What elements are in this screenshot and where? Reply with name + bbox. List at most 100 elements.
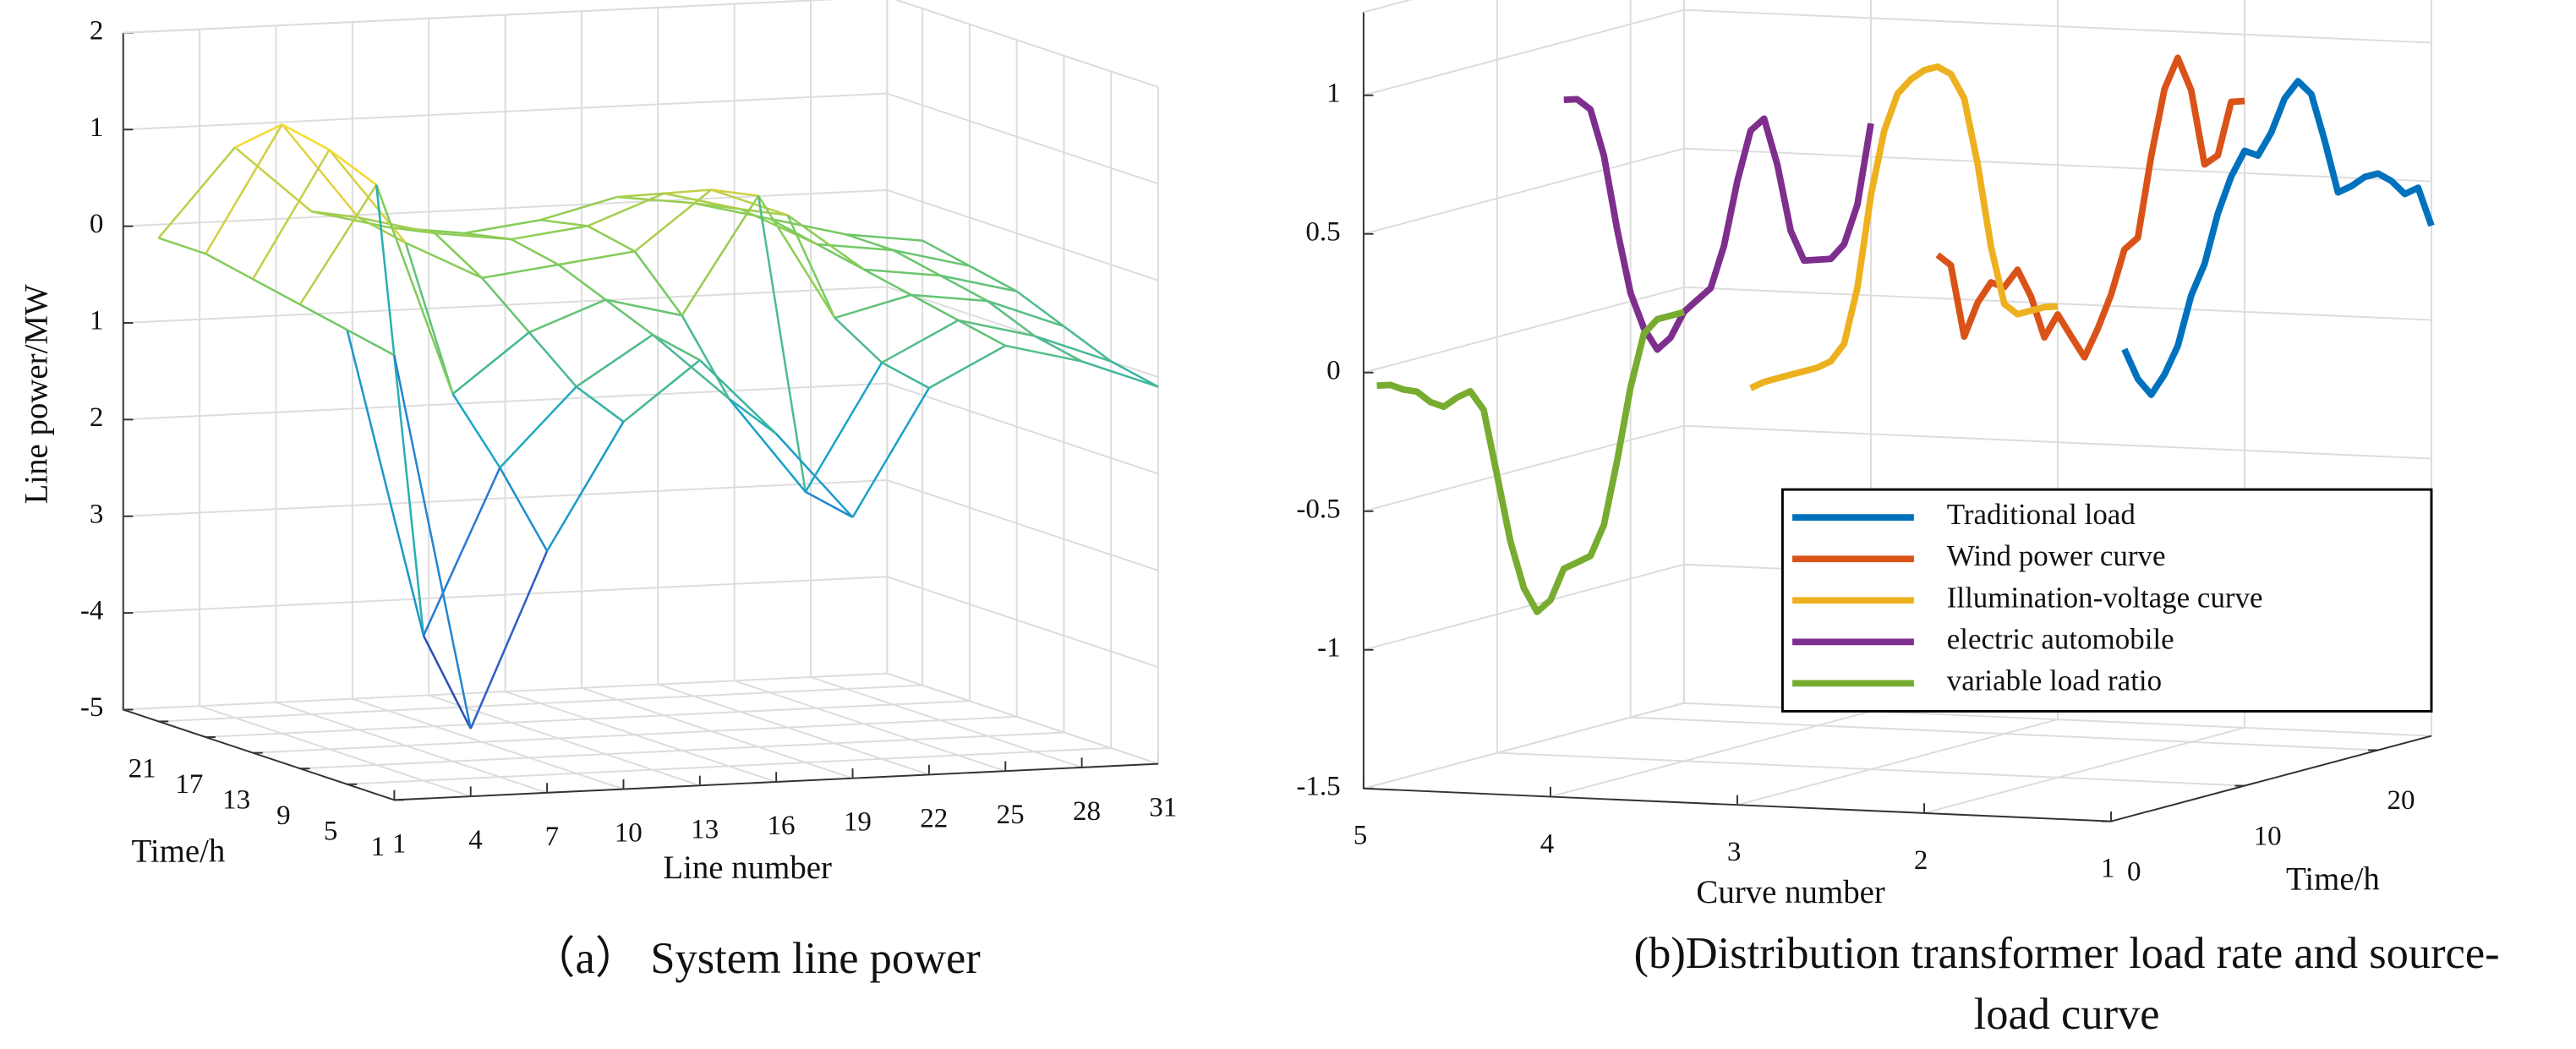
grid-line: [253, 40, 1018, 754]
caption: load curve: [1974, 990, 2160, 1039]
mesh-line: [958, 319, 1036, 337]
mesh-line: [893, 249, 971, 267]
mesh-line: [1005, 344, 1082, 363]
mesh-line: [528, 298, 606, 334]
grid-line: [351, 22, 624, 790]
mesh-line: [816, 243, 865, 270]
mesh-line: [605, 298, 682, 317]
mesh-line: [616, 195, 694, 205]
x-tick-label: 16: [768, 811, 796, 841]
z-tick-label: 0: [90, 209, 104, 239]
mesh-line: [911, 293, 988, 303]
mesh-line: [422, 467, 501, 637]
legend-label: Illumination-voltage curve: [1947, 581, 2263, 614]
mesh-line: [1063, 325, 1112, 363]
mesh-line: [205, 253, 254, 281]
mesh-line: [393, 355, 472, 729]
mesh-line: [1015, 290, 1065, 328]
grid-line: [1496, 0, 2245, 787]
x-axis-label: Line number: [663, 850, 832, 886]
z-tick-label: -5: [80, 692, 104, 723]
z-tick-label: 2: [90, 402, 104, 433]
grid-line: [1363, 0, 1685, 789]
grid-line: [1629, 0, 2378, 751]
mesh-line: [834, 293, 912, 320]
mesh-line: [804, 362, 883, 493]
grid-line: [657, 7, 930, 776]
grid-line: [886, 0, 1159, 765]
mesh-line: [834, 317, 883, 363]
mesh-line: [728, 397, 777, 435]
mesh-line: [405, 242, 483, 279]
series-line: [1749, 63, 2059, 391]
mesh-line: [728, 397, 807, 493]
mesh-line: [463, 218, 541, 235]
grid-line: [347, 71, 1113, 785]
mesh-line: [358, 216, 435, 235]
mesh-line: [451, 331, 530, 396]
x-tick-label: 19: [844, 807, 872, 838]
mesh-line: [710, 188, 789, 216]
z-tick-label: 0.5: [1305, 216, 1340, 247]
x-tick-label: 13: [691, 814, 719, 844]
mesh-line: [499, 385, 577, 469]
mesh-line: [281, 123, 360, 219]
grid-line: [123, 576, 1159, 669]
y-tick-label: 20: [2387, 785, 2415, 816]
mesh-line: [252, 149, 331, 280]
mesh-line: [604, 298, 654, 336]
mesh-line: [939, 274, 988, 303]
mesh-line: [1110, 360, 1159, 388]
mesh-line: [957, 319, 1006, 347]
mesh-line: [928, 344, 1006, 390]
box-edge: [1363, 0, 1413, 14]
mesh-line: [205, 123, 283, 254]
mesh-line: [664, 192, 741, 210]
grid-line: [123, 92, 1159, 185]
mesh-line: [540, 218, 588, 227]
grid-line: [123, 672, 1159, 765]
mesh-line: [434, 232, 484, 279]
mesh-line: [558, 250, 636, 266]
x-tick-label: 7: [545, 822, 560, 852]
x-tick-label: 25: [997, 800, 1025, 830]
mesh-line: [681, 314, 730, 400]
grid-line: [1923, 0, 2246, 814]
grid-line: [580, 11, 853, 779]
mesh-line: [1034, 335, 1112, 363]
axis-line: [1362, 12, 2432, 822]
grid-line: [733, 3, 1006, 773]
z-tick-label: 0: [1326, 355, 1341, 385]
grid-line: [123, 382, 1159, 475]
grid-line: [158, 8, 924, 723]
legend-label: variable load ratio: [1947, 664, 2162, 697]
mesh-line: [863, 268, 941, 277]
mesh-line: [698, 359, 778, 435]
y-tick-label: 13: [222, 784, 250, 815]
mesh-line: [681, 194, 760, 316]
z-tick-label: 3: [90, 499, 104, 529]
z-tick-label: -0.5: [1296, 494, 1340, 524]
mesh-line: [234, 146, 313, 213]
mesh-line: [234, 123, 283, 149]
mesh-line: [346, 329, 425, 637]
legend-label: electric automobile: [1947, 622, 2174, 655]
grid-line: [123, 479, 1159, 571]
mesh-line: [911, 293, 960, 322]
mesh-line: [634, 188, 713, 253]
mesh-line: [757, 195, 807, 493]
z-tick-label: 1: [90, 306, 104, 336]
mesh-line: [404, 242, 454, 395]
x-tick-label: 1: [2101, 854, 2115, 884]
grid-line: [205, 24, 971, 738]
mesh-line: [892, 249, 941, 277]
mesh-line: [435, 232, 511, 241]
mesh-line: [299, 303, 348, 331]
mesh-line: [805, 490, 854, 519]
mesh-line: [469, 550, 549, 729]
z-tick-label: 1: [90, 112, 104, 143]
y-tick-label: 17: [175, 769, 203, 800]
grid-line: [123, 286, 1159, 379]
mesh-line: [616, 192, 665, 199]
